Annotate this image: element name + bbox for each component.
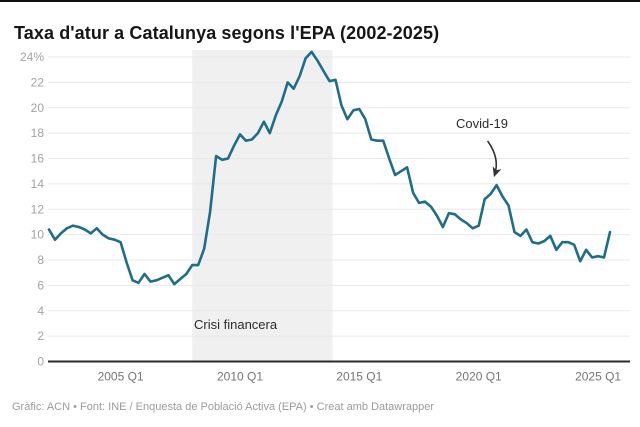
x-axis-tick-label: 2005 Q1 (98, 370, 144, 384)
unemployment-rate-line (47, 50, 612, 286)
y-axis-tick-label: 18 (31, 126, 45, 140)
covid-annotation-label: Covid-19 (455, 116, 509, 131)
y-axis-tick-label: 22 (31, 75, 45, 89)
financial-crisis-band-label: Crisi financera (194, 317, 278, 332)
y-axis-tick-label: 10 (31, 228, 45, 242)
y-axis-tick-label: 8 (37, 253, 44, 267)
x-axis-tick-label: 2020 Q1 (456, 370, 502, 384)
y-axis-tick-label: 24% (20, 50, 44, 64)
crisis-period-band (192, 50, 333, 362)
x-axis-tick-label: 2015 Q1 (336, 370, 382, 384)
chart-byline-source-footer: Gràfic: ACN • Font: INE / Enquesta de Po… (12, 401, 435, 413)
y-axis-tick-label: 12 (31, 202, 45, 216)
x-axis-tick-label: 2010 Q1 (217, 370, 263, 384)
y-axis-tick-label: 2 (37, 329, 44, 343)
page-title: Taxa d'atur a Catalunya segons l'EPA (20… (14, 23, 440, 44)
top-border-rule (0, 0, 640, 2)
x-axis-tick-label: 2025 Q1 (575, 370, 621, 384)
y-axis-tick-label: 16 (31, 152, 45, 166)
y-axis-tick-label: 14 (31, 177, 45, 191)
y-axis-tick-label: 4 (37, 304, 44, 318)
y-axis-tick-label: 0 (37, 355, 44, 369)
y-axis-tick-label: 6 (37, 278, 44, 292)
y-axis-tick-label: 20 (31, 101, 45, 115)
covid-annotation-arrow (486, 140, 502, 178)
